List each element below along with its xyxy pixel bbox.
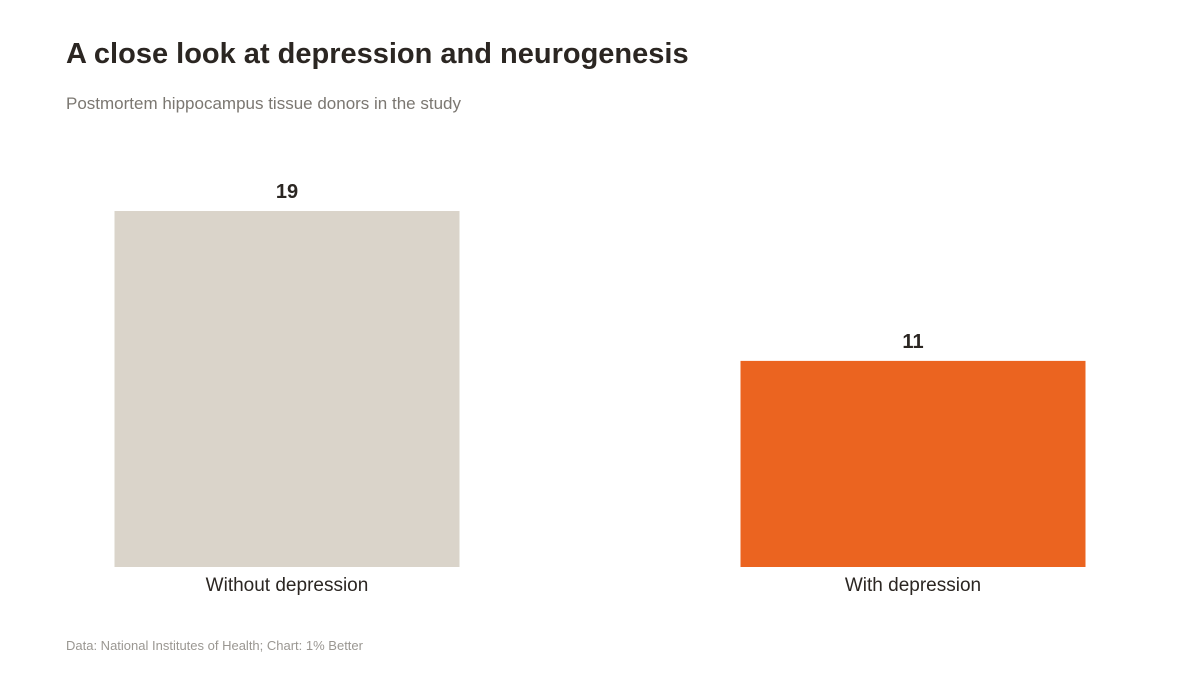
bar-with-depression: [740, 360, 1086, 567]
category-label-with-depression: With depression: [845, 575, 981, 596]
category-label-without-depression: Without depression: [206, 575, 369, 596]
source-note: Data: National Institutes of Health; Cha…: [66, 638, 363, 653]
chart-title: A close look at depression and neurogene…: [66, 38, 689, 70]
value-label-without-depression: 19: [276, 181, 298, 203]
value-label-with-depression: 11: [902, 331, 923, 353]
bar-without-depression: [114, 211, 460, 567]
chart-subtitle: Postmortem hippocampus tissue donors in …: [66, 94, 461, 113]
